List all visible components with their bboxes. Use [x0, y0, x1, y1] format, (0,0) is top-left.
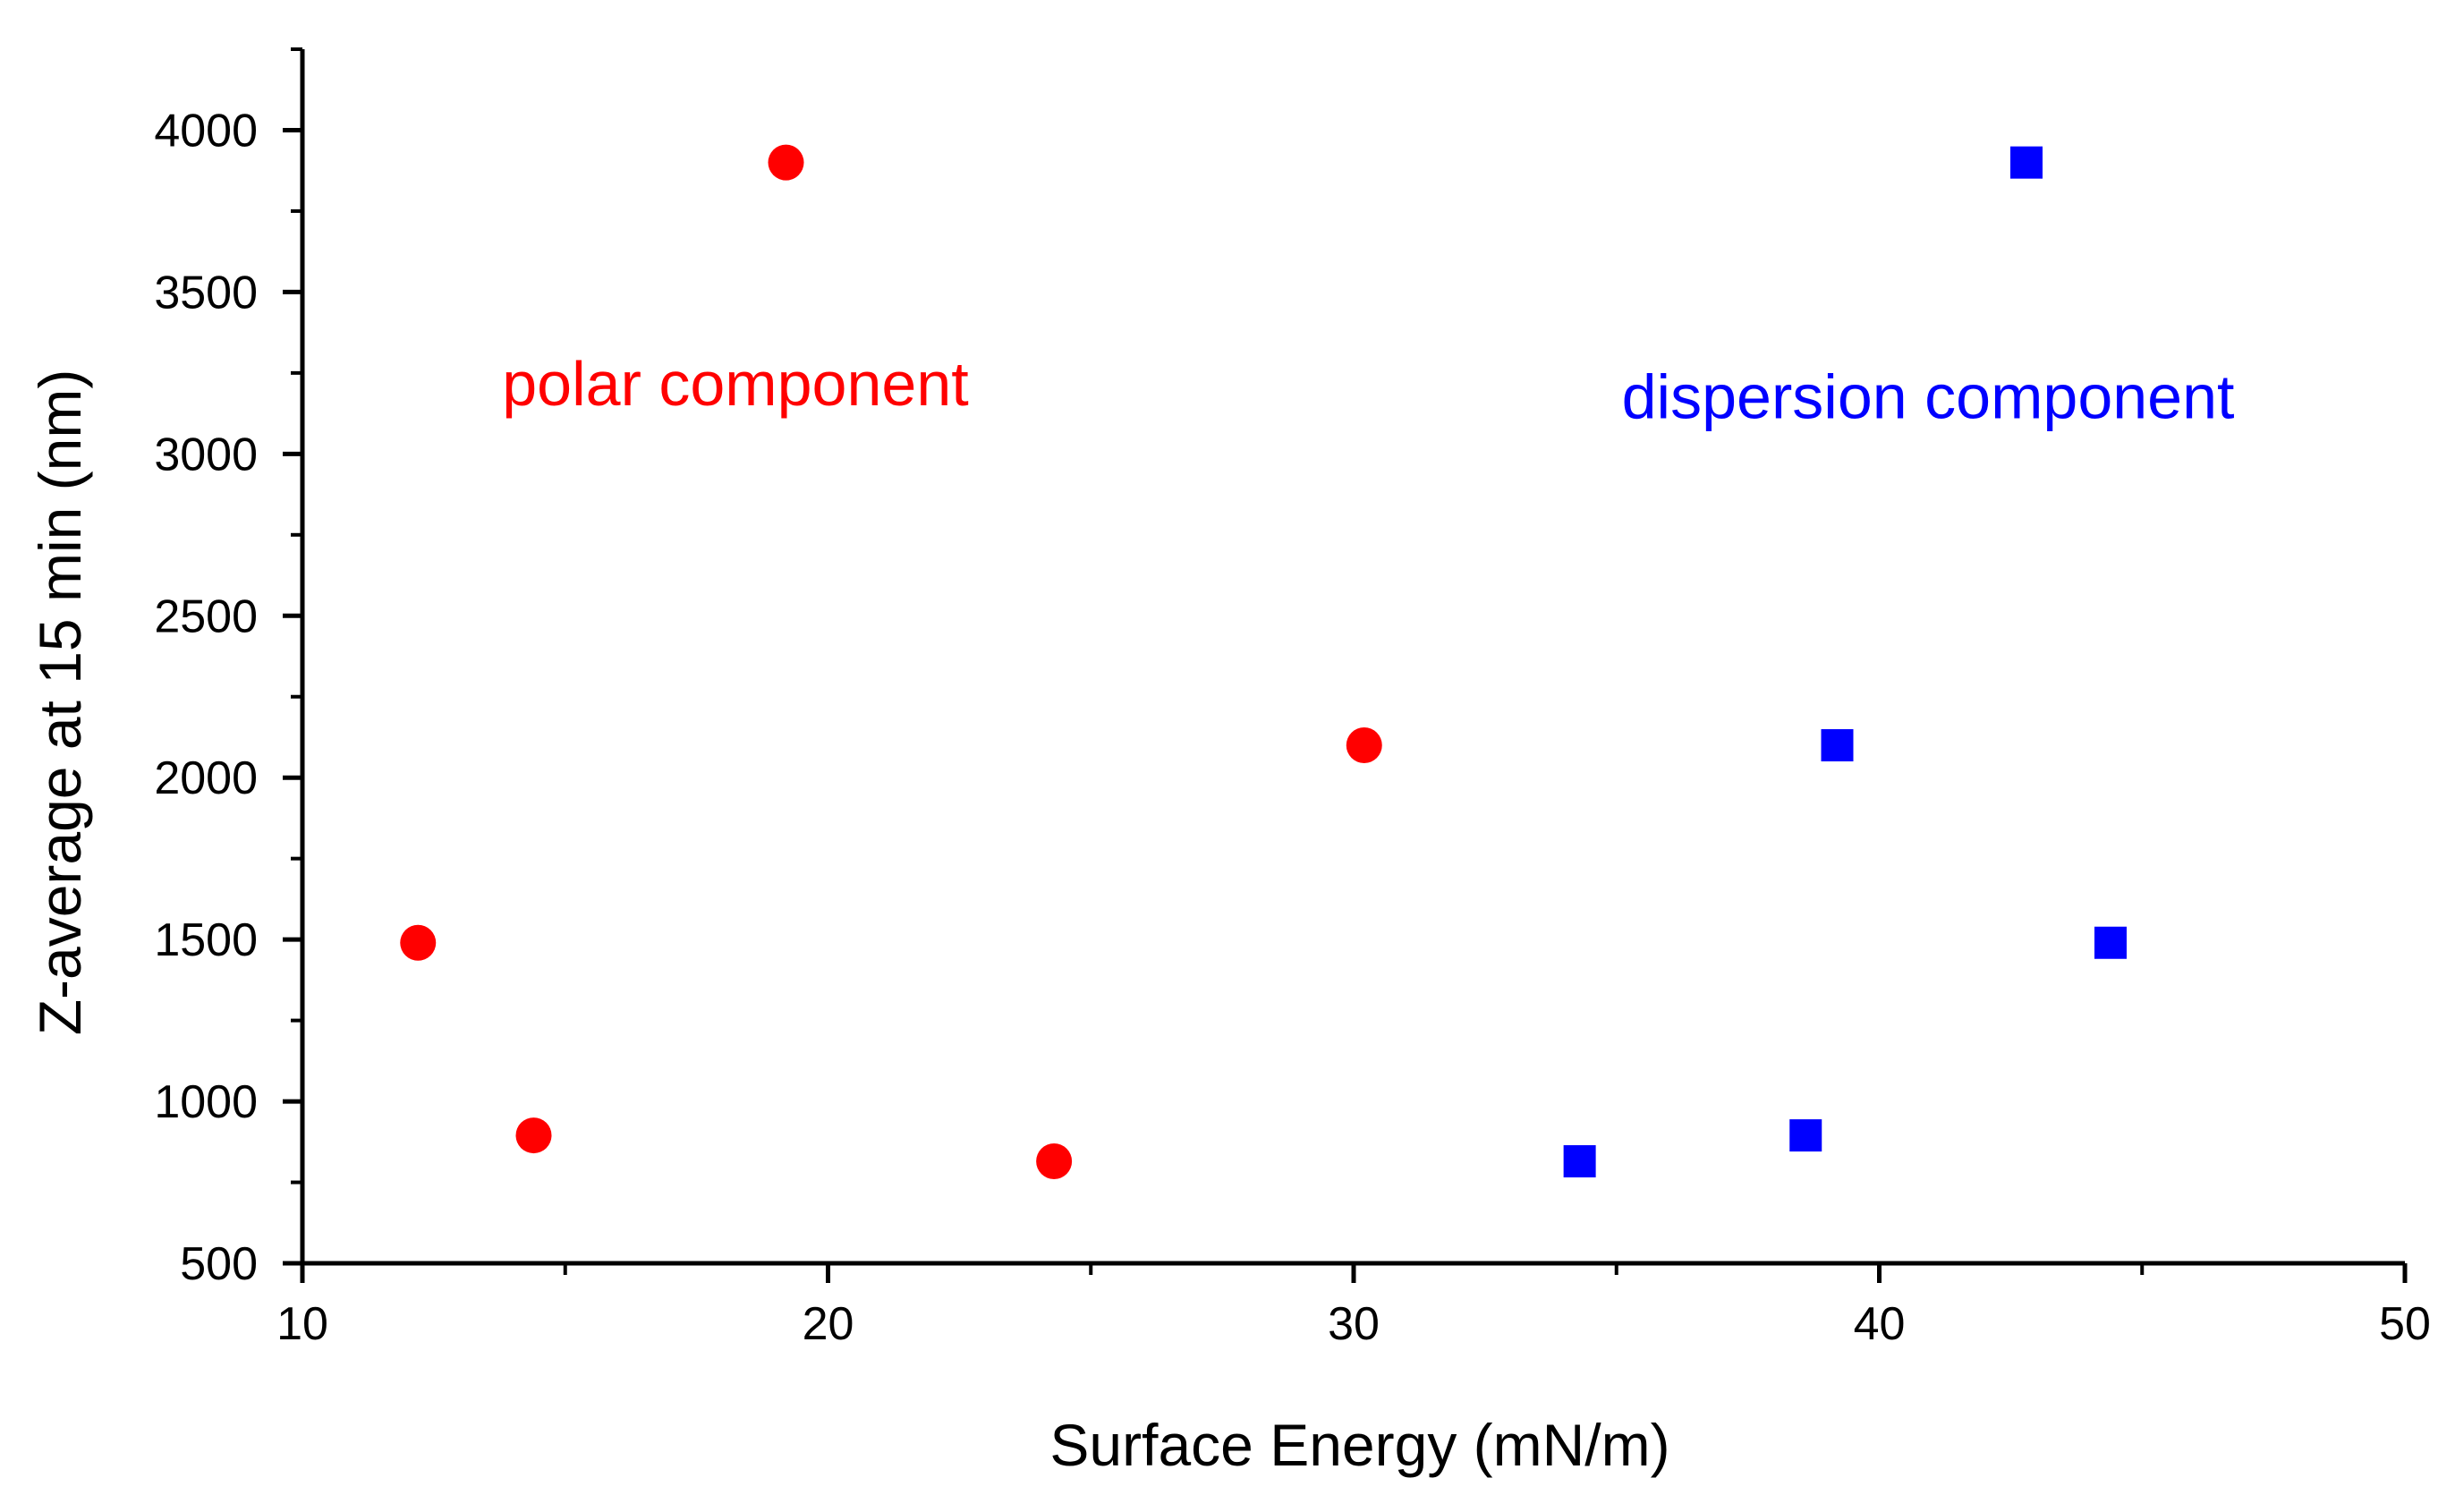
dispersion-point: [1789, 1119, 1822, 1152]
y-tick-label: 1500: [154, 914, 258, 966]
polar-point: [515, 1117, 552, 1154]
y-tick-label: 4000: [154, 105, 258, 157]
x-tick-label: 30: [1328, 1298, 1380, 1350]
polar-point: [1346, 727, 1382, 764]
x-tick-label: 50: [2379, 1298, 2431, 1350]
y-tick-label: 3500: [154, 267, 258, 319]
dispersion-point: [2094, 926, 2127, 959]
axes: [300, 49, 2405, 1266]
x-tick-label: 20: [803, 1298, 854, 1350]
y-tick-label: 1000: [154, 1076, 258, 1128]
dispersion-point: [2010, 146, 2043, 179]
x-tick-label: 10: [276, 1298, 328, 1350]
ticks: [283, 47, 2408, 1283]
series-labels: polar component dispersion component: [502, 349, 2234, 431]
y-tick-label: 500: [180, 1238, 258, 1290]
dispersion-point: [1821, 729, 1854, 762]
dispersion-point: [1563, 1145, 1596, 1178]
x-tick-label: 40: [1854, 1298, 1906, 1350]
y-tick-label: 2500: [154, 590, 258, 642]
tick-labels: 10 20 30 40 50 500 1000 1500 2000 2500 3000 3500 400…: [154, 105, 2431, 1350]
y-tick-label: 3000: [154, 429, 258, 480]
dispersion-series-label: dispersion component: [1622, 362, 2235, 432]
data-points: [400, 144, 2127, 1180]
polar-point: [768, 144, 804, 181]
polar-point: [400, 924, 437, 961]
y-axis-title: Z-average at 15 min (nm): [27, 370, 93, 1036]
y-tick-label: 2000: [154, 752, 258, 804]
polar-series-label: polar component: [502, 349, 968, 419]
polar-point: [1036, 1143, 1073, 1180]
x-axis-title: Surface Energy (mN/m): [1049, 1412, 1669, 1478]
